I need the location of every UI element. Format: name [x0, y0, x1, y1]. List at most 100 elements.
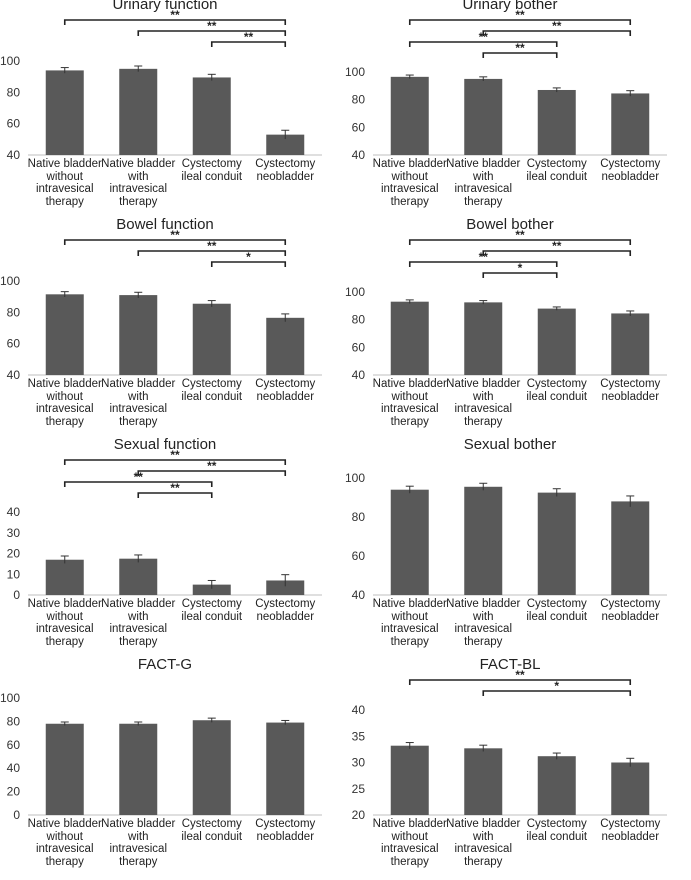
- y-tick-label: 60: [352, 340, 366, 354]
- x-tick-label-line: intravesical: [109, 623, 168, 635]
- x-tick-label: Cystectomy ileal conduit: [169, 818, 255, 843]
- bar: [611, 93, 650, 155]
- x-tick-label-line: ileal conduit: [181, 390, 243, 403]
- x-tick-label-line: Native bladder: [372, 818, 447, 830]
- chart-title: Urinary bother: [462, 0, 558, 13]
- x-tick-label: Cystectomy ileal conduit: [514, 158, 600, 183]
- bar: [192, 303, 231, 375]
- x-tick-label: Native bladder without intravesical therapy: [22, 818, 108, 868]
- bar: [464, 486, 503, 595]
- x-tick-label-line: with: [473, 610, 494, 623]
- x-tick-label-line: Native bladder: [101, 818, 176, 830]
- x-tick-label: Cystectomy neobladder: [588, 818, 674, 843]
- x-tick-label-line: Native bladder: [101, 158, 176, 170]
- error-bar: [134, 65, 143, 72]
- y-tick-label: 40: [7, 148, 21, 162]
- chart-sexual-bother: Sexual bother 40 60 80 100 Native bladder with…: [345, 436, 675, 660]
- x-tick-label: Native bladder without intravesical therapy: [367, 818, 453, 868]
- x-tick-label-line: neobladder: [601, 830, 660, 843]
- x-tick-label-line: intravesical: [35, 403, 94, 415]
- chart-title: FACT-G: [137, 656, 193, 673]
- y-tick-label: 60: [7, 337, 21, 351]
- chart-title: Urinary function: [112, 0, 218, 13]
- chart-svg: 0 20 40 60 80 100: [0, 691, 322, 822]
- bar: [464, 78, 503, 155]
- y-tick-label: 25: [352, 782, 366, 796]
- y-tick-label: 80: [7, 305, 21, 319]
- bar: [611, 313, 650, 375]
- x-tick-label: Cystectomy neobladder: [243, 598, 329, 623]
- significance-label: *: [518, 261, 523, 275]
- x-tick-label-line: without: [391, 610, 428, 623]
- error-bar: [405, 485, 414, 494]
- y-tick-label: 100: [345, 65, 365, 79]
- y-tick-label: 100: [345, 285, 365, 299]
- y-tick-label: 0: [13, 808, 20, 822]
- y-tick-label: 40: [352, 588, 366, 602]
- x-tick-label-line: Cystectomy: [526, 598, 587, 610]
- chart-title: FACT-BL: [479, 656, 541, 673]
- significance-bracket: **: [137, 19, 287, 36]
- x-tick-label: Native bladder with intravesical therapy: [441, 378, 527, 428]
- x-tick-label: Native bladder with intravesical therapy: [96, 158, 182, 208]
- significance-label: **: [244, 30, 254, 44]
- y-tick-label: 20: [7, 785, 21, 799]
- significance-label: **: [515, 228, 525, 242]
- error-bar: [552, 87, 561, 93]
- x-tick-label-line: therapy: [119, 415, 158, 428]
- x-tick-label-line: intravesical: [109, 843, 168, 855]
- x-tick-label-line: Cystectomy: [600, 598, 661, 610]
- significance-bracket: **: [408, 668, 632, 685]
- error-bar: [479, 76, 488, 81]
- x-tick-label: Cystectomy neobladder: [243, 158, 329, 183]
- x-tick-label-line: therapy: [119, 195, 158, 208]
- error-bar: [207, 300, 216, 307]
- error-bar: [60, 67, 69, 74]
- x-tick-label-line: Native bladder: [27, 598, 102, 610]
- bar: [537, 89, 576, 155]
- bar: [611, 762, 650, 815]
- x-tick-label-line: ileal conduit: [526, 390, 588, 403]
- x-tick-label: Cystectomy ileal conduit: [514, 598, 600, 623]
- y-tick-label: 40: [7, 505, 21, 519]
- x-tick-label-line: without: [391, 170, 428, 183]
- x-tick-label-line: without: [391, 390, 428, 403]
- bar: [611, 501, 650, 595]
- x-tick-label-line: intravesical: [109, 183, 168, 195]
- x-tick-label-line: therapy: [390, 855, 429, 868]
- bar: [537, 308, 576, 375]
- significance-bracket: **: [63, 470, 213, 487]
- x-tick-label-line: Cystectomy: [181, 378, 242, 390]
- significance-bracket: **: [482, 239, 632, 256]
- significance-bracket: **: [137, 481, 213, 498]
- chart-urinary-bother: Urinary bother 40 60 80 100 ** ** ** ** Native bl…: [345, 0, 675, 220]
- x-tick-label-line: intravesical: [380, 843, 439, 855]
- significance-label: **: [170, 481, 180, 495]
- y-tick-label: 80: [352, 313, 366, 327]
- x-tick-label-line: Cystectomy: [526, 158, 587, 170]
- x-tick-label-line: without: [46, 390, 83, 403]
- error-bar: [207, 73, 216, 81]
- bar: [390, 745, 429, 815]
- y-tick-label: 40: [7, 368, 21, 382]
- chart-fact-bl: FACT-BL 20 25 30 35 40 ** * Native bladder withou…: [345, 656, 675, 880]
- bar: [537, 492, 576, 595]
- error-bar: [134, 554, 143, 563]
- bar: [390, 301, 429, 375]
- significance-bracket: **: [137, 239, 287, 256]
- bar: [266, 722, 305, 815]
- y-tick-label: 100: [345, 471, 365, 485]
- error-bar: [479, 300, 488, 305]
- x-tick-label-line: neobladder: [256, 170, 315, 183]
- x-tick-label-line: ileal conduit: [181, 610, 243, 623]
- x-tick-label-line: therapy: [464, 195, 503, 208]
- x-tick-label-line: therapy: [390, 415, 429, 428]
- significance-label: **: [479, 250, 489, 264]
- x-tick-label-line: Cystectomy: [600, 818, 661, 830]
- y-tick-label: 100: [0, 54, 20, 68]
- x-tick-label-line: Native bladder: [372, 158, 447, 170]
- error-bar: [626, 495, 635, 507]
- x-tick-label-line: Native bladder: [446, 818, 521, 830]
